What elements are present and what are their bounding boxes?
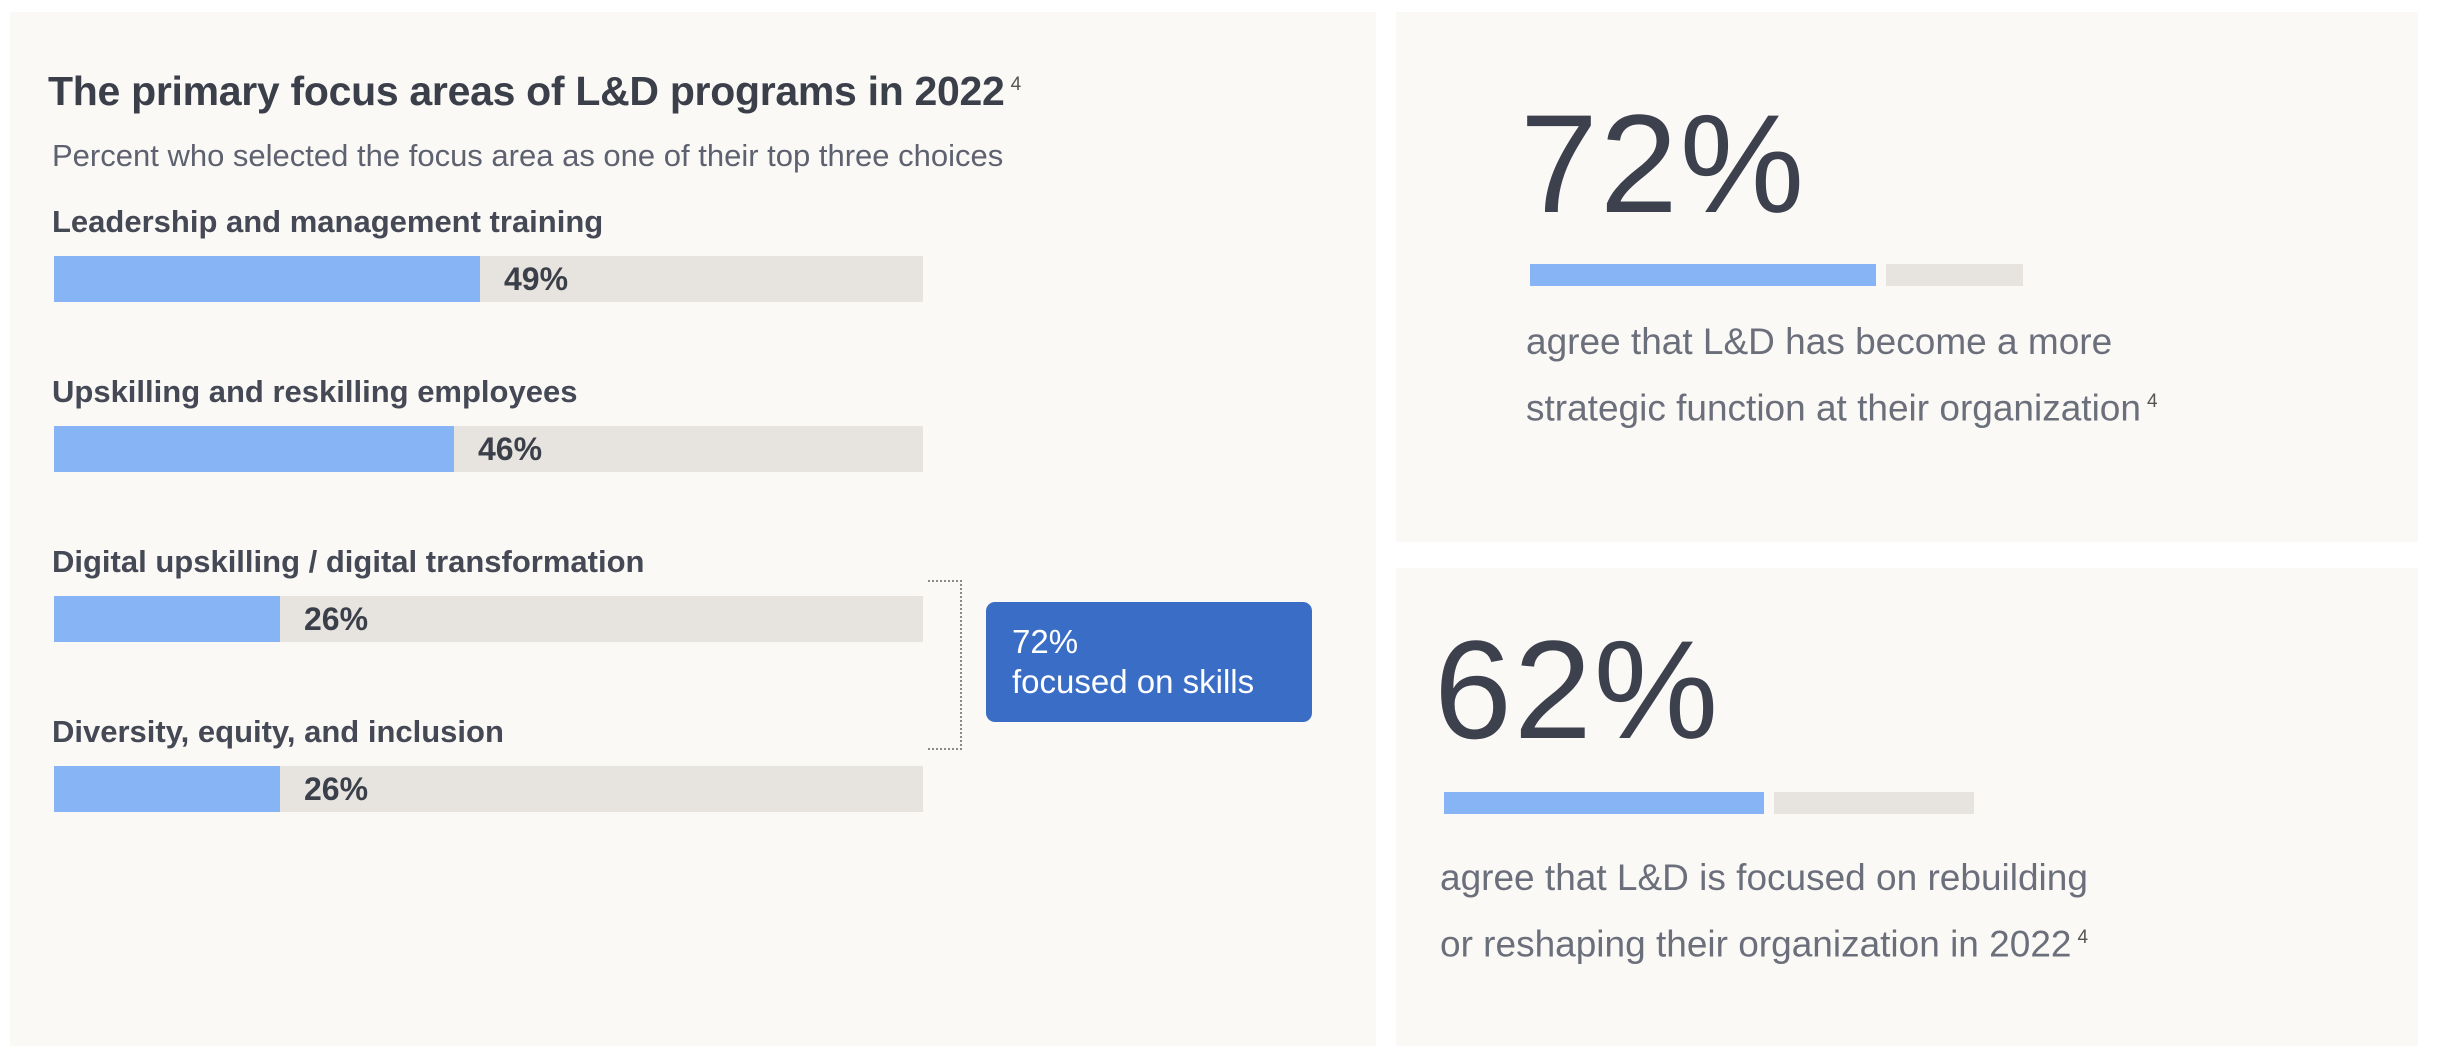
bar-value-label: 26% [304,601,369,637]
stat-progress-rest [1774,792,1974,814]
bar-value-label: 46% [478,431,543,467]
stat-line-2: or reshaping their organization in 2022 [1440,923,2072,965]
stat-description: agree that L&D is focused on rebuilding … [1440,848,2088,974]
skills-bracket [928,580,962,750]
stat-progress-bar [1444,792,1974,814]
bar-track: 26% [54,766,923,812]
bar [54,256,480,302]
bar [54,426,454,472]
category-label: Upskilling and reskilling employees [52,374,578,409]
stat-description: agree that L&D has become a more strateg… [1526,312,2158,438]
stat-footnote: 4 [2077,927,2089,948]
bar [54,596,280,642]
title-footnote: 4 [1010,74,1022,96]
category-label: Diversity, equity, and inclusion [52,714,504,749]
category-label: Leadership and management training [52,204,604,239]
stat-panel-rebuilding: 62% agree that L&D is focused on rebuild… [1396,568,2418,1046]
stat-big-number: 72% [1520,85,1807,242]
stat-line-1: agree that L&D is focused on rebuilding [1440,857,2088,898]
chart-title: The primary focus areas of L&D programs … [48,68,1021,115]
stat-progress-fill [1530,264,1876,286]
bar-track: 46% [54,426,923,472]
stat-progress-fill [1444,792,1764,814]
stat-line-2: strategic function at their organization [1526,387,2141,429]
stat-panel-strategic: 72% agree that L&D has become a more str… [1396,12,2418,542]
stat-footnote: 4 [2146,391,2158,412]
callout-text: focused on skills [1012,663,1255,700]
chart-title-text: The primary focus areas of L&D programs … [48,68,1005,114]
focus-areas-chart-panel: The primary focus areas of L&D programs … [10,12,1376,1046]
category-label: Digital upskilling / digital transformat… [52,544,645,579]
stat-line-1: agree that L&D has become a more [1526,321,2113,362]
stat-progress-bar [1530,264,2023,286]
bar-value-label: 49% [504,261,569,297]
callout-percent: 72% [1012,623,1079,660]
bar-track: 26% [54,596,923,642]
bar-track: 49% [54,256,923,302]
chart-subtitle: Percent who selected the focus area as o… [52,138,1004,173]
skills-callout: 72% focused on skills [986,602,1312,722]
bar-value-label: 26% [304,771,369,807]
stat-big-number: 62% [1434,611,1721,768]
bar [54,766,280,812]
stat-progress-rest [1886,264,2023,286]
